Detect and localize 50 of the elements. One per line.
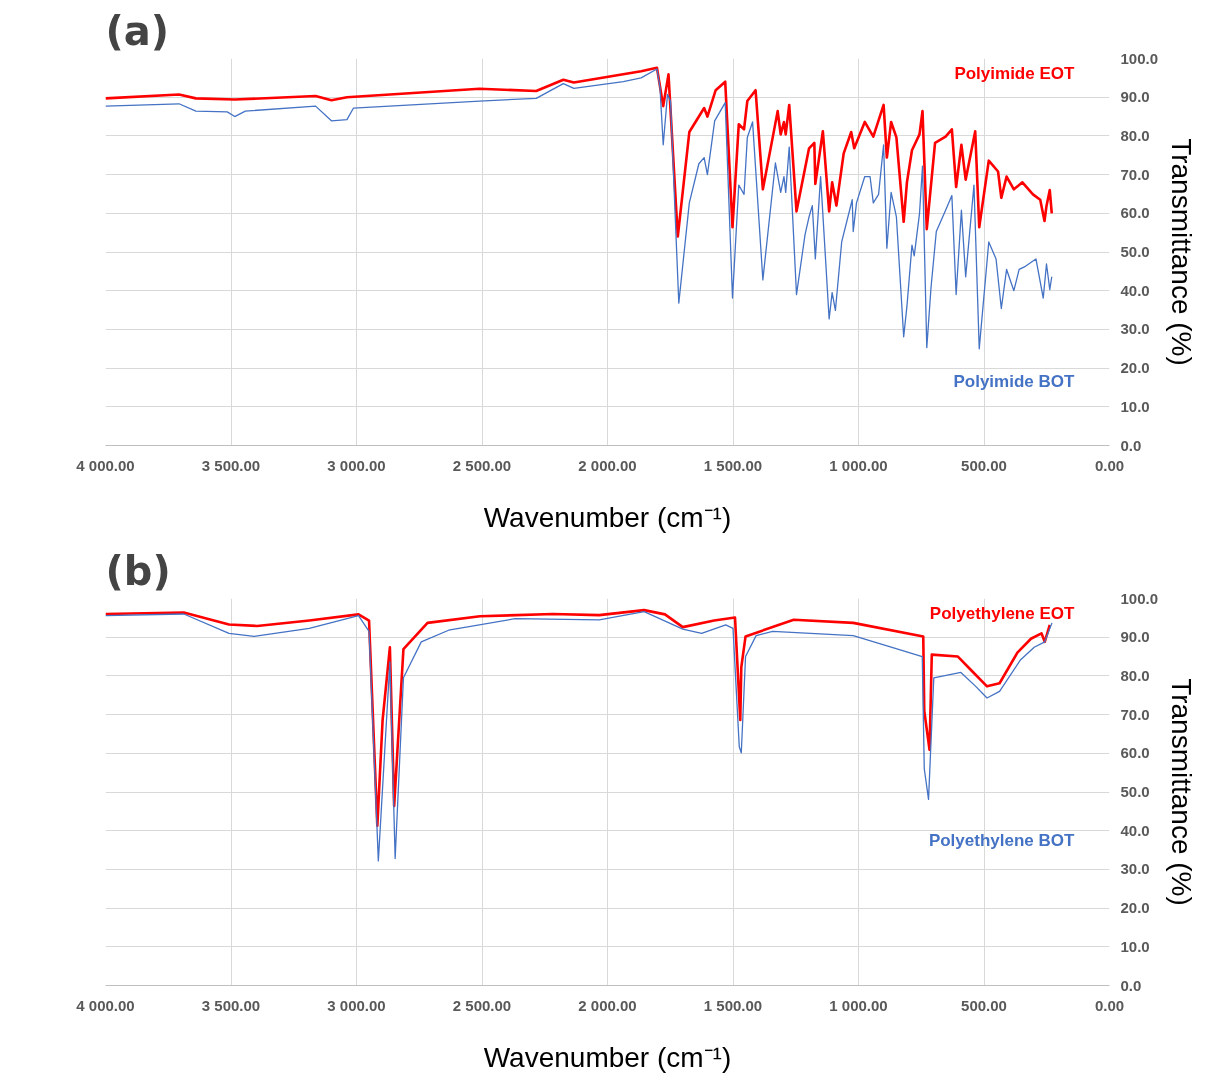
- x-tick-label: 2 000.00: [578, 456, 637, 474]
- y-tick-label: 80.0: [1120, 666, 1150, 684]
- y-tick-label: 50.0: [1120, 783, 1150, 800]
- x-tick-label: 4 000.00: [76, 996, 135, 1014]
- x-tick-label: 1 500.00: [703, 456, 763, 474]
- x-tick-label: 2 500.00: [452, 456, 512, 474]
- x-tick-label: 1 000.00: [829, 996, 888, 1014]
- x-tick-label: 0.00: [1094, 456, 1125, 474]
- x-tick-label: 2 500.00: [452, 996, 512, 1014]
- series-label: Polyethylene EOT: [929, 604, 1075, 624]
- y-tick-label: 100.0: [1120, 589, 1159, 607]
- x-tick-label: 500.00: [961, 996, 1007, 1014]
- y-tick-label: 0.0: [1120, 976, 1142, 994]
- chart-title: (b): [105, 547, 171, 594]
- y-tick-label: 90.0: [1120, 88, 1150, 106]
- y-tick-label: 60.0: [1120, 204, 1150, 222]
- y-tick-label: 60.0: [1120, 744, 1150, 762]
- y-tick-label: 30.0: [1120, 860, 1150, 878]
- y-tick-label: 10.0: [1120, 397, 1150, 415]
- x-tick-label: 3 500.00: [201, 456, 261, 474]
- x-tick-label: 4 000.00: [76, 456, 135, 474]
- y-tick-label: 90.0: [1120, 628, 1150, 646]
- y-tick-label: 10.0: [1120, 937, 1150, 955]
- x-tick-label: 1 500.00: [703, 996, 763, 1014]
- x-axis-title: Wavenumber (cm⁻¹): [483, 1041, 732, 1073]
- y-tick-label: 70.0: [1120, 705, 1150, 723]
- y-tick-label: 40.0: [1120, 281, 1150, 299]
- y-tick-label: 20.0: [1120, 899, 1150, 917]
- text: Polyimide BOT: [953, 372, 1075, 392]
- x-tick-label: 0.00: [1094, 996, 1125, 1014]
- y-tick-label: 50.0: [1120, 243, 1150, 260]
- x-tick-label: 3 000.00: [327, 996, 386, 1014]
- text: Polyimide EOT: [954, 64, 1075, 84]
- x-tick-label: 3 500.00: [201, 996, 261, 1014]
- y-tick-label: 70.0: [1120, 165, 1150, 183]
- y-tick-label: 20.0: [1120, 359, 1150, 377]
- y-axis-title: Transmittance (%): [1166, 138, 1198, 366]
- y-tick-label: 100.0: [1120, 49, 1159, 67]
- y-tick-label: 30.0: [1120, 320, 1150, 338]
- x-tick-label: 500.00: [961, 456, 1007, 474]
- y-tick-label: 40.0: [1120, 821, 1150, 839]
- y-tick-label: 80.0: [1120, 126, 1150, 144]
- chart-title: (a): [105, 7, 170, 54]
- y-tick-label: 0.0: [1120, 436, 1142, 454]
- x-axis-title: Wavenumber (cm⁻¹): [483, 501, 732, 533]
- x-tick-label: 2 000.00: [578, 996, 637, 1014]
- x-tick-label: 1 000.00: [829, 456, 888, 474]
- x-tick-label: 3 000.00: [327, 456, 386, 474]
- series-label: Polyethylene BOT: [928, 831, 1075, 851]
- y-axis-title: Transmittance (%): [1166, 678, 1198, 906]
